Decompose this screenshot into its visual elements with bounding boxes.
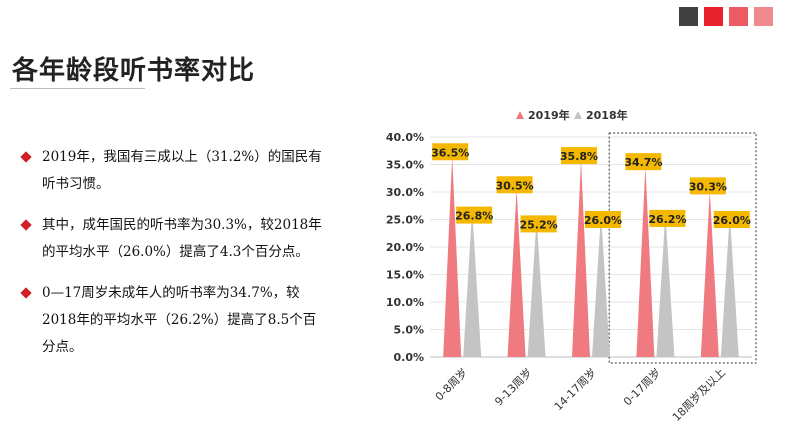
data-label-background: [625, 153, 662, 171]
bullet-line: 2019年，我国有三成以上（31.2%）的国民有: [42, 149, 322, 165]
bar-2018年: [592, 214, 610, 357]
data-label-background: [520, 215, 557, 233]
data-label: 30.3%: [689, 180, 727, 193]
bar-2019年: [443, 156, 462, 357]
data-label: 26.2%: [648, 213, 686, 226]
data-label: 26.8%: [455, 210, 493, 223]
x-tick-label: 9-13周岁: [492, 365, 535, 408]
data-label-background: [713, 211, 750, 228]
data-label: 26.0%: [713, 214, 751, 227]
data-label-background: [561, 147, 597, 165]
page-title: 各年龄段听书率对比: [12, 56, 256, 86]
data-label-background: [689, 177, 726, 195]
legend-marker: [574, 111, 582, 119]
y-tick-label: 5.0%: [393, 324, 424, 337]
bullet-line: 分点。: [42, 339, 83, 355]
color-swatch-dark: [679, 7, 698, 26]
legend-marker: [516, 111, 524, 119]
data-label: 34.7%: [624, 156, 662, 169]
data-label-background: [432, 143, 469, 161]
bar-2019年: [636, 166, 655, 357]
x-tick-label: 0-8周岁: [432, 365, 470, 403]
x-tick-label: 14-17周岁: [551, 365, 599, 413]
bar-2019年: [700, 190, 719, 357]
bullet-item: 0—17周岁未成年人的听书率为34.7%，较 2018年的平均水平（26.2%）…: [20, 280, 352, 361]
data-label: 36.5%: [431, 146, 469, 159]
x-tick-label: 18周岁及以上: [669, 365, 728, 424]
color-swatch-red: [704, 7, 723, 26]
data-label-background: [496, 176, 533, 194]
y-tick-label: 15.0%: [386, 269, 424, 282]
title-underline: [10, 88, 145, 89]
y-tick-label: 25.0%: [386, 214, 424, 227]
y-tick-label: 10.0%: [386, 296, 424, 309]
bullet-line: 的平均水平（26.0%）提高了4.3个百分点。: [42, 244, 309, 260]
data-label-background: [585, 211, 621, 228]
color-swatch-coral: [729, 7, 748, 26]
data-label: 35.8%: [560, 150, 598, 163]
bar-2018年: [463, 209, 482, 357]
bar-2019年: [572, 160, 590, 357]
y-tick-label: 35.0%: [386, 159, 424, 172]
bar-2018年: [720, 214, 739, 357]
bar-2018年: [656, 212, 675, 357]
color-swatch-pink: [754, 7, 773, 26]
data-label: 25.2%: [520, 218, 558, 231]
bullet-line: 听书习惯。: [42, 176, 110, 192]
bullet-item: 其中，成年国民的听书率为30.3%，较2018年 的平均水平（26.0%）提高了…: [20, 212, 352, 266]
y-tick-label: 40.0%: [386, 131, 424, 144]
bullet-item: 2019年，我国有三成以上（31.2%）的国民有 听书习惯。: [20, 144, 352, 198]
bullet-list: 2019年，我国有三成以上（31.2%）的国民有 听书习惯。 其中，成年国民的听…: [20, 144, 352, 375]
x-tick-label: 0-17周岁: [620, 365, 663, 408]
bar-2019年: [507, 189, 526, 357]
legend-label: 2019年: [528, 108, 570, 122]
y-tick-label: 30.0%: [386, 186, 424, 199]
y-tick-label: 0.0%: [393, 351, 424, 364]
bullet-line: 0—17周岁未成年人的听书率为34.7%，较: [42, 285, 300, 301]
y-tick-label: 20.0%: [386, 241, 424, 254]
data-label-background: [649, 209, 686, 227]
data-label: 26.0%: [584, 214, 622, 227]
bar-2018年: [527, 218, 546, 357]
highlight-box: [608, 132, 757, 364]
bullet-line: 其中，成年国民的听书率为30.3%，较2018年: [42, 217, 322, 233]
data-label: 30.5%: [496, 179, 534, 192]
bullet-line: 2018年的平均水平（26.2%）提高了8.5个百: [42, 312, 317, 328]
legend-label: 2018年: [586, 108, 628, 122]
data-label-background: [456, 206, 493, 224]
